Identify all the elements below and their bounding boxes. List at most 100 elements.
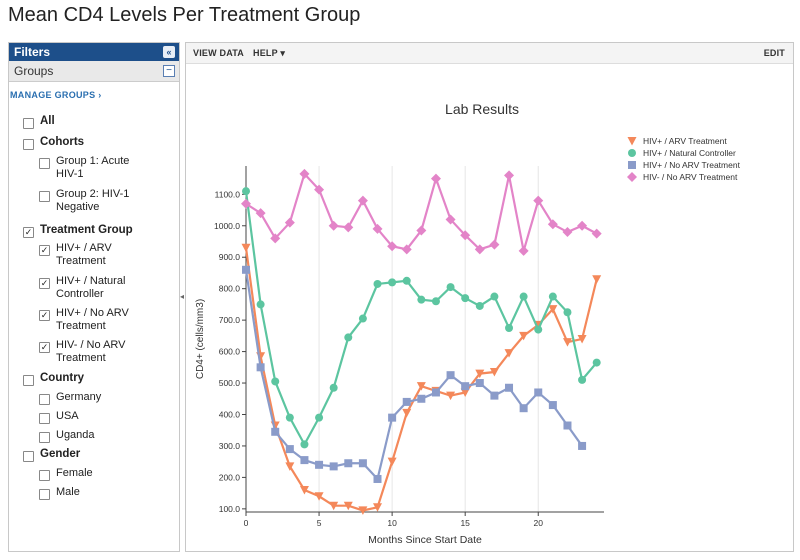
chart-title: Lab Results (445, 101, 519, 117)
checkbox[interactable] (39, 413, 50, 424)
data-point (387, 241, 398, 252)
filter-category-label[interactable]: Country (40, 372, 85, 384)
filter-category-label[interactable]: All (40, 115, 55, 127)
filter-option-label[interactable]: HIV+ / Natural Controller (56, 275, 126, 300)
y-tick-label: 1100.0 (215, 189, 241, 199)
checkbox[interactable] (39, 470, 50, 481)
data-point (577, 335, 587, 344)
filter-option-label[interactable]: Group 2: HIV-1 Negative (56, 188, 130, 213)
data-point (548, 305, 558, 314)
x-tick-label: 5 (317, 518, 322, 528)
data-point (489, 368, 499, 377)
data-point (314, 492, 324, 501)
manage-groups-link[interactable]: MANAGE GROUPS › (10, 90, 102, 100)
data-point (518, 245, 529, 256)
y-tick-label: 500.0 (219, 378, 241, 388)
groups-bar: Groups − (9, 61, 179, 82)
data-point (416, 382, 426, 391)
checkbox[interactable] (23, 139, 34, 150)
series-line (244, 247, 598, 512)
data-point (256, 363, 265, 372)
checkbox[interactable] (23, 375, 34, 386)
data-point (373, 503, 383, 512)
data-point (445, 214, 456, 225)
data-point (562, 227, 573, 238)
checkbox[interactable]: ✓ (39, 342, 50, 353)
panel-splitter-icon[interactable]: ◂ (180, 292, 185, 301)
data-point (299, 485, 309, 495)
y-tick-label: 1000.0 (214, 221, 240, 231)
data-point (416, 225, 427, 236)
checkbox[interactable] (39, 394, 50, 405)
data-point (519, 404, 528, 413)
data-point (474, 244, 485, 255)
data-point (329, 501, 339, 511)
data-point (504, 170, 515, 181)
checkbox[interactable]: ✓ (39, 278, 50, 289)
filter-option-label[interactable]: Group 1: Acute HIV-1 (56, 155, 130, 180)
data-point (431, 297, 440, 306)
data-point (417, 394, 426, 403)
data-point (300, 456, 309, 465)
x-tick-label: 15 (460, 518, 470, 528)
data-point (578, 375, 587, 384)
help-menu[interactable]: HELP ▾ (253, 48, 286, 58)
filter-option-label[interactable]: HIV- / No ARV Treatment (56, 339, 126, 364)
data-point (387, 457, 397, 467)
data-point (285, 462, 295, 471)
checkbox[interactable] (23, 451, 34, 462)
data-point (344, 333, 353, 342)
data-point (285, 413, 294, 422)
data-point (460, 230, 471, 241)
filter-category-label[interactable]: Gender (40, 448, 81, 460)
filter-option-label[interactable]: Germany (56, 391, 102, 403)
data-point (548, 292, 557, 301)
line-chart: Lab Results 100.0 200.0 300.0 400.0 500.0 600.… (195, 101, 741, 546)
data-point (505, 323, 514, 332)
data-point (446, 371, 455, 380)
checkbox[interactable]: ✓ (39, 245, 50, 256)
data-point (578, 441, 587, 450)
filter-option-label[interactable]: HIV+ / ARV Treatment (56, 242, 112, 267)
checkbox[interactable] (39, 432, 50, 443)
data-point (475, 379, 484, 388)
data-point (591, 228, 602, 239)
y-axis-label: CD4+ (cells/mm3) (195, 299, 206, 379)
y-tick-label: 800.0 (219, 284, 241, 294)
view-data-button[interactable]: VIEW DATA (193, 48, 244, 58)
collapse-groups-icon[interactable]: − (163, 65, 175, 77)
filter-option-label[interactable]: HIV+ / No ARV Treatment (56, 307, 129, 332)
data-point (402, 408, 412, 418)
filter-option-label[interactable]: USA (56, 410, 79, 422)
edit-button[interactable]: EDIT (763, 48, 785, 58)
checkbox[interactable] (39, 191, 50, 202)
filter-option-label[interactable]: Female (56, 467, 93, 479)
legend-marker (627, 137, 637, 146)
data-point (505, 383, 514, 392)
checkbox[interactable] (39, 489, 50, 500)
x-tick-label: 10 (387, 518, 397, 528)
filter-option-label[interactable]: Male (56, 486, 80, 498)
legend-marker (628, 149, 636, 157)
data-point (417, 295, 426, 304)
data-point (344, 459, 353, 468)
data-point (431, 388, 440, 397)
checkbox[interactable]: ✓ (23, 227, 34, 238)
checkbox[interactable] (23, 118, 34, 129)
checkbox[interactable] (39, 158, 50, 169)
data-point (475, 369, 485, 379)
data-point (358, 459, 367, 468)
data-point (315, 460, 324, 469)
data-point (460, 388, 470, 397)
filter-option-label[interactable]: Uganda (56, 429, 95, 441)
checkbox[interactable]: ✓ (39, 310, 50, 321)
data-point (577, 220, 588, 231)
data-point (461, 294, 470, 303)
groups-label: Groups (14, 64, 54, 78)
series-line (244, 269, 583, 482)
filter-category-label[interactable]: Cohorts (40, 136, 85, 148)
filter-category-label[interactable]: Treatment Group (40, 224, 133, 236)
page-title: Mean CD4 Levels Per Treatment Group (8, 4, 361, 26)
data-point (285, 445, 294, 454)
collapse-panel-icon[interactable]: « (163, 46, 175, 58)
